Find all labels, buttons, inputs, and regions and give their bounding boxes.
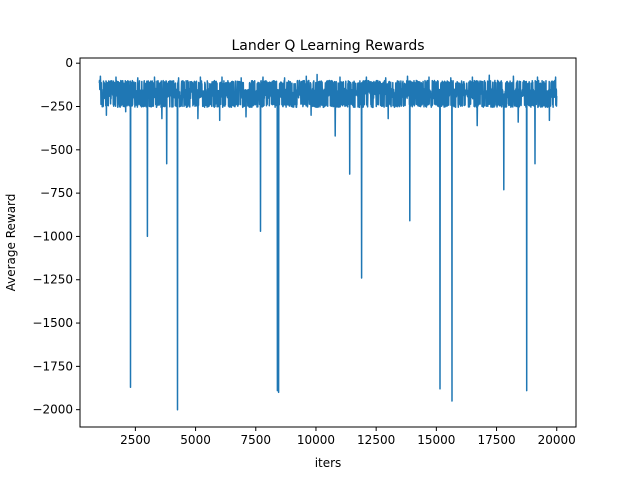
x-tick-label: 5000 <box>180 433 211 447</box>
y-tick-label: −500 <box>40 143 73 157</box>
y-tick-label: −2000 <box>32 403 73 417</box>
y-tick-label: −1750 <box>32 359 73 373</box>
x-tick-label: 17500 <box>477 433 515 447</box>
x-tick-label: 20000 <box>538 433 576 447</box>
y-axis-label: Average Reward <box>4 194 18 292</box>
y-tick-label: −250 <box>40 100 73 114</box>
axes-frame <box>79 57 577 428</box>
y-tick-label: −1500 <box>32 316 73 330</box>
y-tick-label: 0 <box>65 56 73 70</box>
x-tick-label: 15000 <box>417 433 455 447</box>
x-tick-label: 10000 <box>297 433 335 447</box>
y-axis: 0 −250 −500 −750 −1000 −1250 −1500 −1750 −2000 <box>32 56 80 417</box>
y-tick-label: −1000 <box>32 229 73 243</box>
x-axis: 2500 5000 7500 10000 12500 15000 17500 20000 <box>120 427 576 447</box>
reward-series-line <box>98 73 558 411</box>
x-tick-label: 2500 <box>120 433 151 447</box>
y-tick-label: −1250 <box>32 273 73 287</box>
plot-area <box>98 73 558 411</box>
x-tick-label: 7500 <box>240 433 271 447</box>
x-axis-label: iters <box>315 456 342 470</box>
y-tick-label: −750 <box>40 186 73 200</box>
chart-title: Lander Q Learning Rewards <box>231 38 424 54</box>
x-tick-label: 12500 <box>357 433 395 447</box>
